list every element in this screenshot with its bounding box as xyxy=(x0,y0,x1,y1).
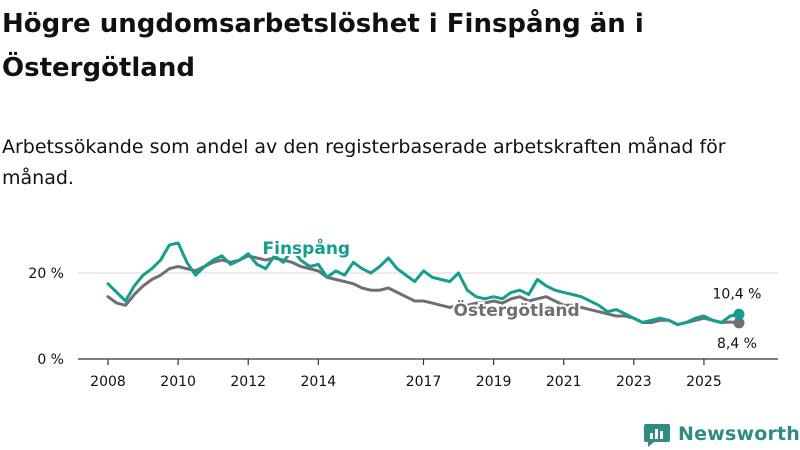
ostergotland-value-label: 8,4 % xyxy=(717,336,757,352)
line-chart: 0 % 20 % 2008 2010 2012 2014 2017 2019 2021 2023 2… xyxy=(28,235,778,390)
chart-title: Högre ungdomsarbetslöshet i Finspång än … xyxy=(2,9,644,83)
x-tick-label: 2010 xyxy=(160,374,196,390)
brand-name: Newsworthy xyxy=(678,423,800,445)
x-tick-label: 2019 xyxy=(476,374,512,390)
x-axis xyxy=(78,358,778,365)
finspang-series-label: Finspång xyxy=(263,237,351,259)
x-tick-label: 2008 xyxy=(90,374,126,390)
finspang-end-point xyxy=(733,308,745,320)
x-tick-label: 2012 xyxy=(230,374,266,390)
x-tick-label: 2014 xyxy=(301,374,337,390)
y-tick-label: 0 % xyxy=(37,352,64,368)
ostergotland-line xyxy=(106,254,741,327)
finspang-value-label: 10,4 % xyxy=(713,286,762,302)
x-tick-label: 2017 xyxy=(406,374,442,390)
newsworthy-bar-chart-icon xyxy=(644,424,670,447)
finspang-line xyxy=(106,241,741,327)
ostergotland-series-label: Östergötland xyxy=(454,299,580,321)
x-tick-label: 2025 xyxy=(686,374,722,390)
x-tick-label: 2023 xyxy=(616,374,652,390)
y-tick-label: 20 % xyxy=(28,266,64,282)
x-tick-label: 2021 xyxy=(546,374,582,390)
series-lines xyxy=(106,241,745,329)
chart-labels: 0 % 20 % 2008 2010 2012 2014 2017 2019 2021 2023 2… xyxy=(28,235,762,390)
newsworthy-logo[interactable]: Newsworthy xyxy=(644,419,800,449)
chart-subtitle: Arbetssökande som andel av den registerb… xyxy=(2,136,726,189)
ostergotland-end-point xyxy=(733,317,745,329)
